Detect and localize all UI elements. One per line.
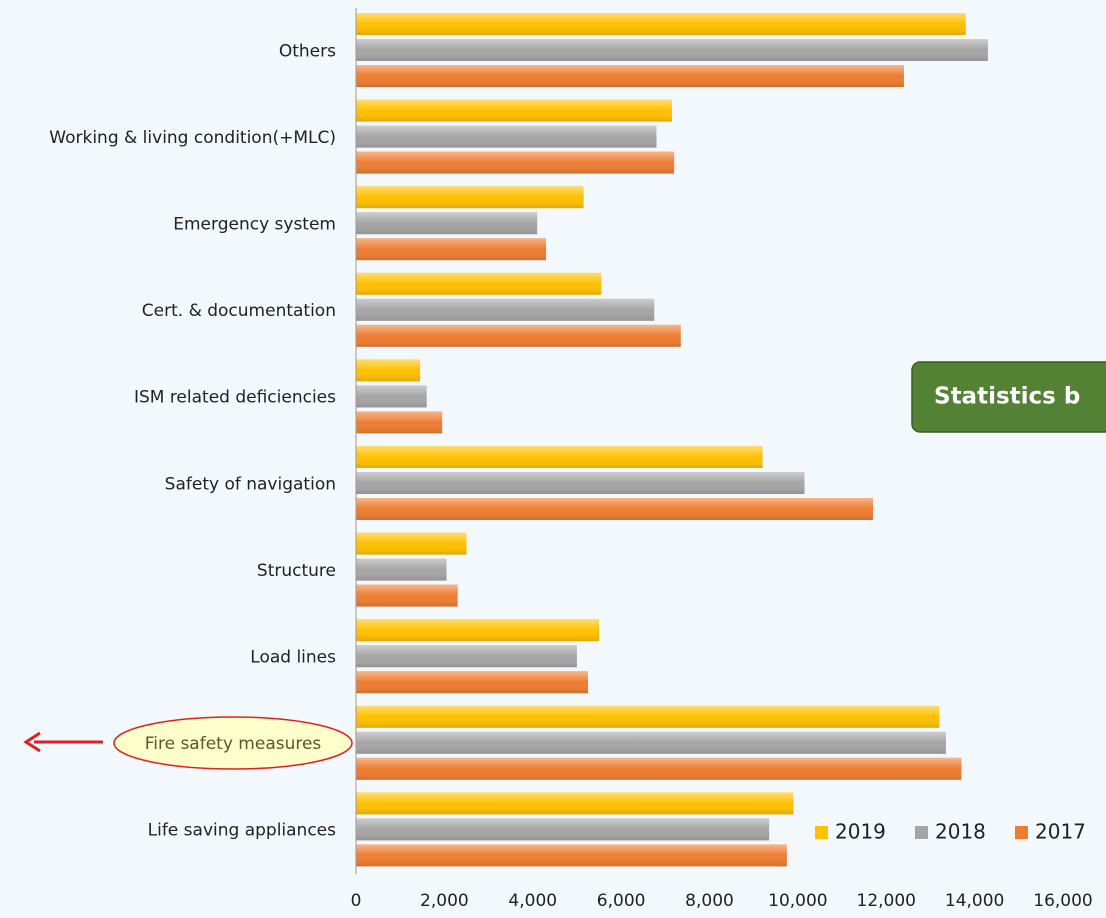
legend-swatch	[1015, 826, 1028, 839]
y-tick-label: Emergency system	[173, 215, 336, 235]
bar-gloss	[356, 238, 547, 261]
y-tick-label: ISM related deficiencies	[134, 388, 336, 408]
bar-gloss	[356, 584, 458, 607]
bar-gloss	[356, 472, 805, 494]
x-tick-label: 2,000	[420, 891, 469, 911]
y-tick-label: Working & living condition(+MLC)	[49, 128, 336, 148]
legend-swatch	[815, 826, 828, 839]
bar-gloss	[356, 39, 988, 61]
bar-gloss	[356, 818, 770, 841]
bar-gloss	[356, 532, 467, 555]
bar-gloss	[356, 13, 966, 35]
x-tick-label: 4,000	[508, 891, 557, 911]
bar-gloss	[356, 151, 675, 174]
bar-gloss	[356, 359, 421, 382]
arrow-head	[23, 731, 41, 753]
bar-gloss	[356, 705, 940, 728]
highlight-ellipse	[113, 716, 353, 770]
annotation-box: Statistics b	[911, 361, 1106, 433]
annotation-bg	[911, 361, 1106, 433]
y-tick-label: Cert. & documentation	[142, 301, 336, 321]
bar-gloss	[356, 446, 763, 468]
bar-gloss	[356, 619, 600, 642]
x-tick-label: 12,000	[857, 891, 916, 911]
y-tick-label: Others	[279, 41, 336, 61]
x-tick-label: 16,000	[1033, 891, 1092, 911]
bar-gloss	[356, 186, 584, 209]
y-tick-label: Fire safety measures	[145, 734, 322, 754]
bar-gloss	[356, 411, 443, 434]
x-tick-label: 8,000	[685, 891, 734, 911]
x-tick-label: 14,000	[945, 891, 1004, 911]
y-tick-label: Life saving appliances	[148, 821, 337, 841]
legend-label: 2017	[1035, 820, 1086, 844]
y-tick-label: Safety of navigation	[165, 474, 336, 494]
legend-label: 2018	[935, 820, 986, 844]
bar-gloss	[356, 757, 962, 780]
bar-gloss	[356, 272, 602, 295]
annotation-text: Statistics b	[934, 384, 1080, 410]
bar-gloss	[356, 731, 946, 754]
bar-gloss	[356, 498, 873, 520]
bar-gloss	[356, 645, 577, 668]
bar-gloss	[356, 558, 447, 581]
bar-gloss	[356, 298, 655, 321]
x-tick-label: 10,000	[768, 891, 827, 911]
bar-gloss	[356, 212, 538, 235]
x-tick-label: 0	[351, 891, 362, 911]
y-tick-label: Load lines	[250, 648, 336, 668]
legend: 2019 2018 2017	[815, 820, 1086, 844]
y-tick-label: Structure	[257, 561, 336, 581]
bar-gloss	[356, 324, 681, 347]
legend-swatch	[915, 826, 928, 839]
x-tick-label: 6,000	[597, 891, 646, 911]
bar-gloss	[356, 99, 672, 122]
bar-gloss	[356, 65, 904, 87]
legend-label: 2019	[835, 820, 886, 844]
bar-gloss	[356, 385, 427, 408]
bar-gloss	[356, 125, 657, 148]
bar-gloss	[356, 671, 588, 694]
bar-gloss	[356, 792, 794, 815]
bar-gloss	[356, 844, 787, 867]
